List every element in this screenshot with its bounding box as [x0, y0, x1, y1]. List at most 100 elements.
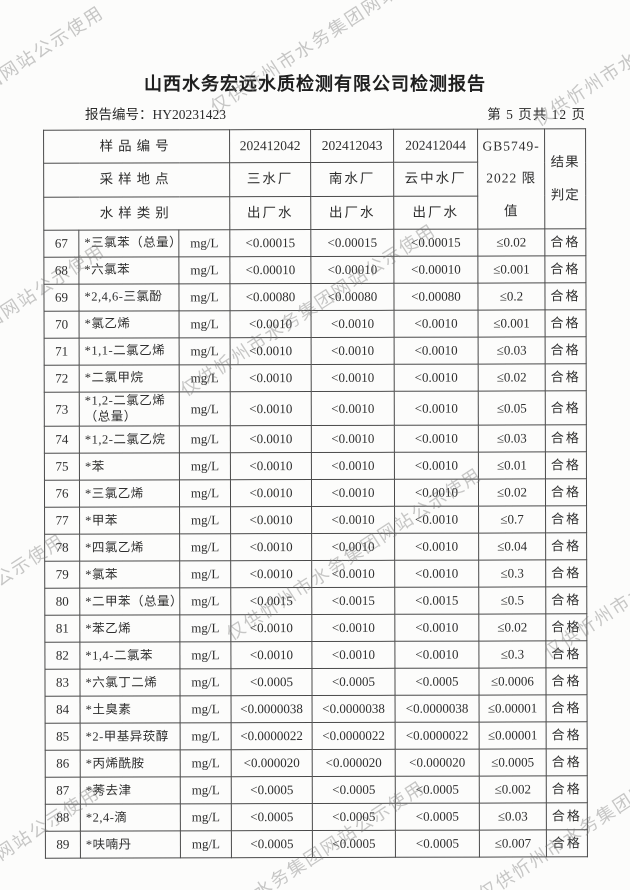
value-cell-plant2: <0.00015 — [310, 229, 394, 257]
result-cell: 合格 — [545, 560, 587, 588]
substance-name-cell: *苯 — [79, 453, 180, 481]
row-number-cell: 81 — [44, 615, 80, 643]
row-number-cell: 67 — [43, 230, 79, 258]
substance-name-cell: *六氯苯 — [78, 257, 179, 285]
result-row: 83 *六氯丁二烯 mg/L <0.0005 <0.0005 <0.0005 ≤… — [44, 668, 588, 697]
value-cell-plant2: <0.0010 — [311, 337, 395, 365]
page-indicator: 第 5 页共 12 页 — [487, 107, 586, 122]
sampling-site-2: 南水厂 — [310, 162, 394, 197]
value-cell-plant3: <0.0005 — [395, 830, 480, 858]
water-type-2: 出厂水 — [310, 196, 394, 230]
result-row: 71 *1,1-二氯乙烯 mg/L <0.0010 <0.0010 <0.001… — [44, 336, 587, 366]
value-cell-plant2: <0.0010 — [311, 452, 395, 480]
result-row: 72 *二氯甲烷 mg/L <0.0010 <0.0010 <0.0010 ≤0… — [44, 363, 587, 393]
result-cell: 合格 — [545, 425, 587, 453]
row-number-cell: 73 — [44, 392, 80, 427]
unit-cell: mg/L — [179, 453, 231, 481]
value-cell-plant1: <0.0010 — [230, 310, 312, 338]
result-cell: 合格 — [545, 479, 587, 507]
row-number-cell: 75 — [44, 453, 80, 481]
sampling-site-3: 云中水厂 — [393, 162, 478, 197]
limit-cell: ≤0.007 — [479, 830, 547, 858]
result-row: 84 *土臭素 mg/L <0.0000038 <0.0000038 <0.00… — [45, 695, 588, 724]
value-cell-plant2: <0.0010 — [311, 364, 395, 392]
unit-cell: mg/L — [179, 391, 231, 427]
result-cell: 合格 — [544, 228, 586, 257]
value-cell-plant2: <0.0005 — [311, 668, 396, 696]
substance-name-cell: *2,4,6-三氯酚 — [78, 284, 180, 312]
report-number: 报告编号：HY20231423 — [85, 107, 226, 122]
limit-cell: ≤0.5 — [478, 587, 546, 615]
result-cell: 合格 — [545, 587, 587, 615]
result-row: 80 *二甲苯（总量） mg/L <0.0015 <0.0015 <0.0015… — [44, 587, 587, 616]
value-cell-plant1: <0.000020 — [231, 749, 313, 778]
value-cell-plant1: <0.0010 — [230, 337, 312, 365]
unit-cell: mg/L — [180, 804, 232, 832]
substance-name-cell: *2-甲基异莰醇 — [80, 723, 181, 751]
unit-cell: mg/L — [179, 588, 231, 616]
limit-header-line2: 2022 限值 — [486, 170, 537, 219]
row-number-cell: 86 — [45, 750, 81, 778]
row-number-cell: 80 — [44, 588, 80, 616]
value-cell-plant1: <0.00010 — [229, 256, 311, 284]
value-cell-plant3: <0.00010 — [393, 256, 478, 284]
result-cell: 合格 — [545, 452, 587, 480]
value-cell-plant2: <0.0015 — [311, 587, 395, 615]
row-number-cell: 89 — [45, 831, 81, 859]
value-cell-plant3: <0.0010 — [394, 614, 479, 642]
result-row: 88 *2,4-滴 mg/L <0.0005 <0.0005 <0.0005 ≤… — [45, 803, 588, 832]
value-cell-plant1: <0.0000038 — [231, 695, 313, 724]
limit-cell: ≤0.00001 — [479, 722, 547, 750]
sample-id-label: 样品编号 — [43, 129, 230, 164]
value-cell-plant2: <0.0000038 — [312, 695, 396, 723]
results-table-wrapper: 样品编号 202412042 202412043 202412044 GB574… — [43, 128, 588, 859]
sample-id-row: 样品编号 202412042 202412043 202412044 GB574… — [43, 128, 586, 230]
value-cell-plant2: <0.0010 — [311, 560, 395, 588]
substance-name-cell: *2,4-滴 — [80, 804, 181, 832]
result-row: 81 *苯乙烯 mg/L <0.0010 <0.0010 <0.0010 ≤0.… — [44, 614, 587, 643]
substance-name-cell: *四氯乙烯 — [79, 534, 180, 562]
limit-cell: ≤0.00001 — [479, 695, 547, 723]
limit-cell: ≤0.002 — [479, 776, 547, 804]
value-cell-plant3: <0.0000022 — [395, 722, 480, 750]
value-cell-plant3: <0.0010 — [394, 310, 479, 338]
limit-cell: ≤0.3 — [478, 560, 546, 588]
value-cell-plant3: <0.0010 — [394, 452, 479, 480]
result-column-header: 结果 判定 — [544, 128, 586, 230]
value-cell-plant1: <0.00080 — [229, 283, 312, 311]
result-row: 75 *苯 mg/L <0.0010 <0.0010 <0.0010 ≤0.01… — [44, 452, 587, 481]
value-cell-plant2: <0.0010 — [311, 641, 395, 669]
row-number-cell: 87 — [45, 777, 81, 805]
value-cell-plant2: <0.0010 — [311, 506, 395, 534]
value-cell-plant1: <0.0010 — [230, 641, 312, 670]
value-cell-plant3: <0.0010 — [394, 479, 479, 507]
substance-name-cell: *1,1-二氯乙烯 — [79, 338, 180, 366]
limit-cell: ≤0.01 — [478, 452, 546, 480]
unit-cell: mg/L — [180, 723, 232, 751]
row-number-cell: 82 — [44, 642, 80, 670]
sample-id-1: 202412042 — [229, 129, 311, 164]
value-cell-plant1: <0.0010 — [230, 425, 312, 454]
value-cell-plant3: <0.0010 — [394, 506, 479, 534]
unit-cell: mg/L — [180, 750, 232, 778]
row-number-cell: 85 — [45, 723, 81, 751]
result-cell: 合格 — [546, 749, 588, 777]
result-header-line2: 判定 — [550, 186, 580, 202]
unit-cell: mg/L — [180, 696, 232, 724]
value-cell-plant2: <0.00080 — [310, 283, 395, 311]
result-row: 89 *呋喃丹 mg/L <0.0005 <0.0005 <0.0005 ≤0.… — [45, 830, 588, 859]
limit-cell: ≤0.3 — [478, 641, 546, 669]
unit-cell: mg/L — [179, 364, 231, 393]
result-header-line1: 结果 — [550, 154, 580, 170]
substance-name-cell: *氯苯 — [79, 561, 180, 589]
value-cell-plant1: <0.0005 — [231, 830, 313, 859]
substance-name-cell: *二氯甲烷 — [79, 365, 180, 393]
result-row: 73 *1,2-二氯乙烯（总量） mg/L <0.0010 <0.0010 <0… — [44, 390, 587, 427]
value-cell-plant3: <0.0010 — [394, 391, 479, 426]
limit-cell: ≤0.05 — [478, 391, 546, 426]
limit-cell: ≤0.02 — [478, 614, 546, 642]
value-cell-plant3: <0.0005 — [394, 668, 480, 696]
report-title: 山西水务宏远水质检测有限公司检测报告 — [144, 74, 486, 94]
value-cell-plant3: <0.0005 — [395, 776, 480, 804]
result-cell: 合格 — [545, 336, 587, 365]
